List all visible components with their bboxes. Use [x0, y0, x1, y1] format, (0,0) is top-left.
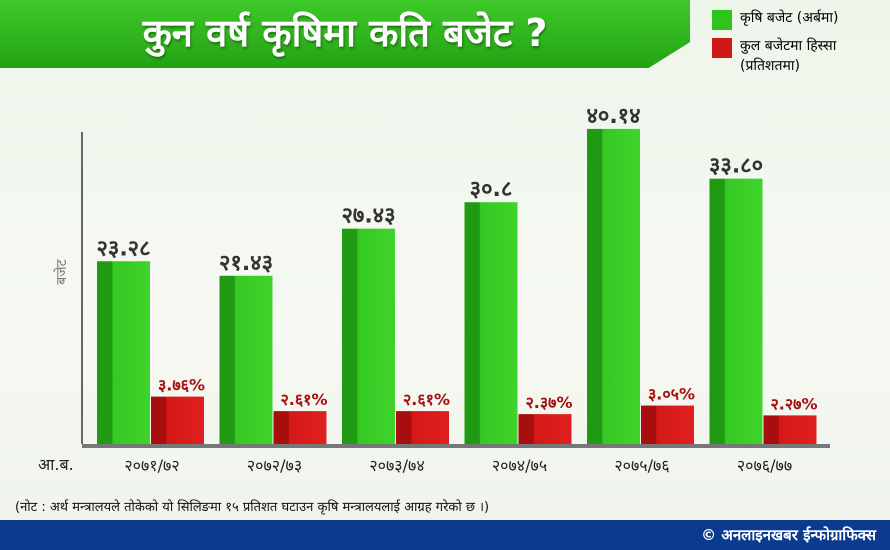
x-axis-baseline — [82, 444, 830, 448]
credit-bar: © अनलाइनखबर ईन्फोग्राफिक्स — [0, 520, 890, 550]
bar-budget-share — [151, 396, 204, 444]
bar-budget-share — [641, 405, 694, 444]
chart-title: कुन वर्ष कृषिमा कति बजेट ? — [142, 11, 548, 55]
legend-item-budget-share: कुल बजेटमा हिस्सा (प्रतिशतमा) — [712, 36, 884, 76]
data-label-budget-share: ३.७६% — [158, 376, 205, 395]
data-label-budget-share: २.३७% — [525, 393, 572, 412]
bar-agri-budget — [219, 275, 273, 444]
y-axis-label: बजेट — [53, 258, 70, 284]
data-label-agri-budget: २३.२८ — [96, 236, 150, 261]
bar-agri-budget — [97, 261, 150, 444]
data-label-budget-share: २.२७% — [770, 394, 817, 413]
data-label-agri-budget: २७.४३ — [341, 204, 395, 229]
data-label-budget-share: ३.०५% — [648, 385, 695, 404]
legend-item-agri-budget: कृषि बजेट (अर्बमा) — [712, 8, 884, 30]
x-tick-label: २०७२/७३ — [247, 456, 302, 475]
data-label-agri-budget: ३३.८० — [709, 154, 763, 179]
x-tick-label: २०७१/७२ — [124, 456, 179, 475]
data-label-budget-share: २.६१% — [403, 390, 450, 409]
data-label-agri-budget: ३०.८ — [470, 177, 513, 202]
legend-label-budget-share: कुल बजेटमा हिस्सा (प्रतिशतमा) — [740, 38, 837, 74]
bar-agri-budget — [464, 202, 518, 444]
data-label-agri-budget: २१.४३ — [219, 251, 273, 276]
x-axis-label: आ.ब. — [38, 455, 74, 474]
legend: कृषि बजेट (अर्बमा) कुल बजेटमा हिस्सा (प्… — [712, 8, 884, 82]
credit-text: © अनलाइनखबर ईन्फोग्राफिक्स — [701, 526, 876, 544]
x-tick-label: २०७३/७४ — [369, 456, 424, 475]
bar-budget-share — [763, 415, 817, 444]
x-tick-label: २०७४/७५ — [492, 456, 547, 475]
title-banner — [0, 0, 690, 68]
legend-swatch-red — [712, 38, 732, 58]
bar-budget-share — [518, 414, 572, 444]
data-label-agri-budget: ४०.१४ — [586, 104, 640, 129]
x-tick-label: २०७६/७७ — [737, 456, 792, 475]
bar-agri-budget — [342, 228, 395, 444]
bar-budget-share — [396, 411, 449, 444]
x-tick-label: २०७५/७६ — [614, 456, 669, 475]
bar-chart: बजेट आ.ब. २३.२८ ३.७६% २०७१/७२ २१.४३ २.६१% २०७२/… — [38, 104, 830, 475]
legend-label-agri-budget: कृषि बजेट (अर्बमा) — [740, 10, 839, 26]
footnote: (नोट : अर्थ मन्त्रालयले तोकेको यो सिलिङम… — [15, 500, 490, 515]
data-label-budget-share: २.६१% — [280, 390, 327, 409]
bar-agri-budget — [709, 178, 763, 445]
legend-swatch-green — [712, 10, 732, 30]
bar-budget-share — [273, 411, 327, 444]
bar-agri-budget — [587, 128, 640, 444]
